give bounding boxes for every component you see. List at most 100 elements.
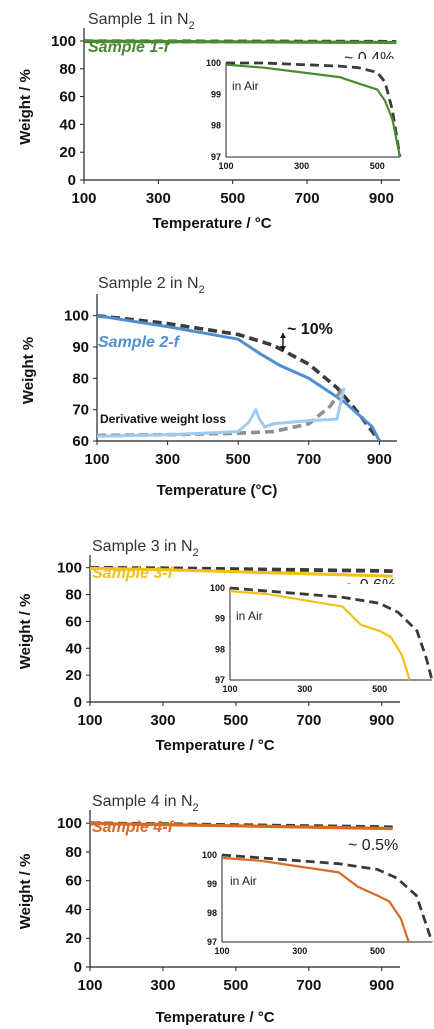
x-tick-label: 500 <box>220 190 245 207</box>
inset-x-tick-label: 300 <box>297 684 312 694</box>
arrow-head-bottom <box>280 346 286 351</box>
y-axis-label: Weight / % <box>17 594 34 670</box>
x-tick-label: 100 <box>71 190 96 207</box>
y-axis-label: Weight / % <box>17 854 34 930</box>
inset-y-tick-label: 100 <box>210 583 225 593</box>
x-tick-label: 100 <box>84 451 109 468</box>
x-axis-label: Temperature (°C) <box>157 482 278 499</box>
x-tick-label: 700 <box>295 190 320 207</box>
inset-y-tick-label: 98 <box>211 121 221 131</box>
inset-y-tick-label: 100 <box>202 850 217 860</box>
series-title: Sample 2 in N2 <box>98 275 205 296</box>
chart-panel-1: 0 20 40 60 80 100 100 300 500 700 900 Weight / % Tem… <box>17 11 402 232</box>
y-tick-label: 80 <box>65 844 82 861</box>
inset-y-tick-label: 99 <box>207 879 217 889</box>
x-tick-label: 700 <box>296 712 321 729</box>
series-title: Sample 3 in N2 <box>92 538 199 559</box>
y-tick-label: 100 <box>51 33 76 50</box>
inset-y-tick-label: 97 <box>207 937 217 947</box>
inset-y-tick-label: 100 <box>206 58 221 68</box>
x-tick-label: 100 <box>77 712 102 729</box>
inset-series-line-2 <box>221 856 410 943</box>
difference-annotation: ~ 0.5% <box>348 837 398 854</box>
inset-y-tick-label: 98 <box>215 644 225 654</box>
x-axis-label: Temperature / °C <box>155 1009 274 1026</box>
main-series-line-2 <box>83 39 397 45</box>
inset-x-tick-label: 100 <box>218 161 233 171</box>
y-tick-label: 40 <box>59 116 76 133</box>
inset-x-tick-label: 500 <box>372 684 387 694</box>
chart-panel-3: 0 20 40 60 80 100 100 300 500 700 900 Weight / % Tem… <box>17 538 434 754</box>
inset-y-tick-label: 99 <box>211 89 221 99</box>
inset-series-line-1 <box>226 61 402 158</box>
inset-atmosphere-label: in Air <box>230 874 257 888</box>
y-tick-label: 0 <box>68 172 76 189</box>
chart-panel-2: 60 70 80 90 100 100 300 500 700 900 Weight % Temper… <box>20 275 397 499</box>
series-f-label: Sample 3-f <box>92 565 175 582</box>
y-tick-label: 20 <box>65 667 82 684</box>
x-tick-label: 900 <box>367 451 392 468</box>
inset-series-line-2 <box>229 590 411 681</box>
y-tick-label: 40 <box>65 640 82 657</box>
x-tick-label: 300 <box>155 451 180 468</box>
series-title-subscript: 2 <box>193 802 199 814</box>
y-tick-label: 100 <box>57 560 82 577</box>
main-series-line-4 <box>96 387 346 438</box>
x-tick-label: 500 <box>223 712 248 729</box>
series-f-label: Sample 4-f <box>92 819 175 836</box>
inset-background <box>230 584 432 680</box>
inset-x-tick-label: 100 <box>222 684 237 694</box>
series-title-subscript: 2 <box>189 20 195 32</box>
y-tick-label: 70 <box>72 402 89 419</box>
x-tick-label: 300 <box>150 977 175 994</box>
x-axis-label: Temperature / °C <box>152 215 271 232</box>
series-title-main: Sample 1 in N <box>88 11 189 28</box>
y-tick-label: 80 <box>59 61 76 78</box>
main-series-line-2 <box>96 314 381 442</box>
inset-chart: 97 98 99 100 100 300 500 in Air <box>202 850 434 956</box>
inset-background <box>222 851 432 942</box>
y-tick-label: 80 <box>65 587 82 604</box>
y-axis-label: Weight % <box>20 337 37 404</box>
x-tick-label: 500 <box>226 451 251 468</box>
x-tick-label: 700 <box>296 977 321 994</box>
inset-x-tick-label: 300 <box>292 946 307 956</box>
x-axis-label: Temperature / °C <box>155 737 274 754</box>
series-title-main: Sample 2 in N <box>98 275 199 292</box>
y-tick-label: 40 <box>65 901 82 918</box>
inset-series-line-1 <box>229 586 434 681</box>
chart-panel-4: 0 20 40 60 80 100 100 300 500 700 900 Weight / % Tem… <box>17 793 434 1026</box>
y-axis-label: Weight / % <box>17 69 34 145</box>
series-title: Sample 4 in N2 <box>92 793 199 814</box>
inset-y-tick-label: 99 <box>215 614 225 624</box>
x-tick-label: 900 <box>369 977 394 994</box>
series-title-main: Sample 4 in N <box>92 793 193 810</box>
y-tick-label: 90 <box>72 339 89 356</box>
inset-x-tick-label: 500 <box>370 161 385 171</box>
inset-x-tick-label: 300 <box>294 161 309 171</box>
y-tick-label: 0 <box>74 959 82 976</box>
y-tick-label: 20 <box>65 930 82 947</box>
main-series-line-3 <box>96 385 346 438</box>
y-tick-label: 0 <box>74 694 82 711</box>
series-title-subscript: 2 <box>193 547 199 559</box>
y-tick-label: 60 <box>65 873 82 890</box>
x-tick-label: 900 <box>369 190 394 207</box>
x-tick-label: 900 <box>369 712 394 729</box>
x-tick-label: 700 <box>296 451 321 468</box>
y-tick-label: 80 <box>72 370 89 387</box>
y-tick-label: 100 <box>64 308 89 325</box>
inset-atmosphere-label: in Air <box>236 609 263 623</box>
series-f-label: Sample 2-f <box>98 334 181 351</box>
y-tick-label: 20 <box>59 144 76 161</box>
series-f-label: Sample 1-f <box>88 39 171 56</box>
main-series-line-2 <box>89 821 393 831</box>
inset-chart: 97 98 99 100 100 300 500 in Air <box>206 58 402 171</box>
inset-chart: 97 98 99 100 100 300 500 in Air <box>210 583 434 694</box>
inset-x-tick-label: 100 <box>214 946 229 956</box>
x-tick-label: 100 <box>77 977 102 994</box>
y-tick-label: 100 <box>57 815 82 832</box>
series-title-main: Sample 3 in N <box>92 538 193 555</box>
inset-x-tick-label: 500 <box>370 946 385 956</box>
